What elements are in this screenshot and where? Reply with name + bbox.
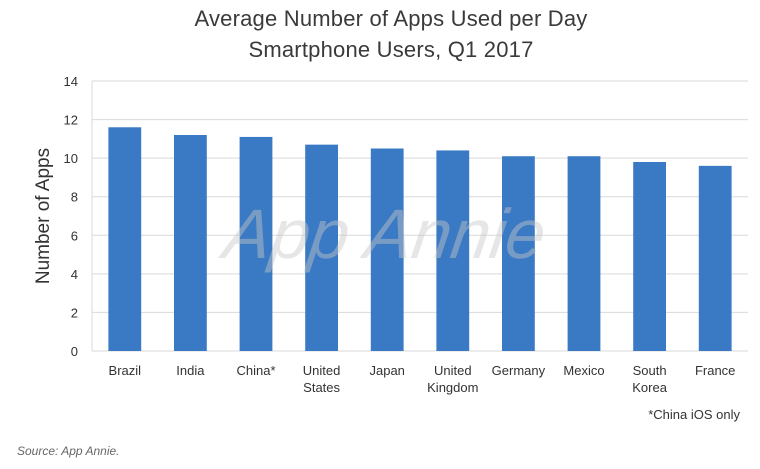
x-tick-label: Germany — [492, 363, 546, 378]
x-tick-label: South — [633, 363, 667, 378]
bar — [239, 136, 273, 351]
x-tick-label: France — [695, 363, 735, 378]
bar — [633, 162, 666, 351]
bar — [370, 148, 404, 351]
y-tick-label: 12 — [64, 113, 78, 128]
y-tick-label: 6 — [71, 228, 78, 243]
bar — [174, 135, 207, 351]
chart-title: Average Number of Apps Used per Day — [194, 6, 588, 31]
bar — [436, 150, 470, 351]
y-tick-label: 4 — [71, 267, 78, 282]
bar — [567, 156, 601, 351]
bar — [502, 156, 535, 351]
watermark: App Annie — [215, 194, 550, 273]
source-note: Source: App Annie. — [17, 444, 120, 458]
footnote: *China iOS only — [648, 407, 740, 422]
x-tick-label: States — [303, 380, 340, 395]
y-tick-label: 0 — [71, 344, 78, 359]
x-tick-label: Kingdom — [427, 380, 478, 395]
y-tick-label: 10 — [64, 151, 78, 166]
bar — [305, 144, 338, 351]
y-tick-label: 14 — [64, 74, 78, 89]
x-tick-label: Korea — [632, 380, 667, 395]
x-tick-label: Brazil — [109, 363, 142, 378]
y-axis-title: Number of Apps — [33, 148, 54, 284]
x-tick-label: Mexico — [563, 363, 604, 378]
y-tick-label: 8 — [71, 190, 78, 205]
bar — [108, 127, 142, 352]
x-tick-label: China* — [236, 363, 275, 378]
x-tick-label: Japan — [369, 363, 404, 378]
x-tick-label: United — [434, 363, 472, 378]
bar — [698, 165, 732, 351]
x-tick-label: India — [176, 363, 205, 378]
y-tick-label: 2 — [71, 305, 78, 320]
x-tick-label: United — [303, 363, 341, 378]
chart-subtitle: Smartphone Users, Q1 2017 — [248, 37, 534, 62]
